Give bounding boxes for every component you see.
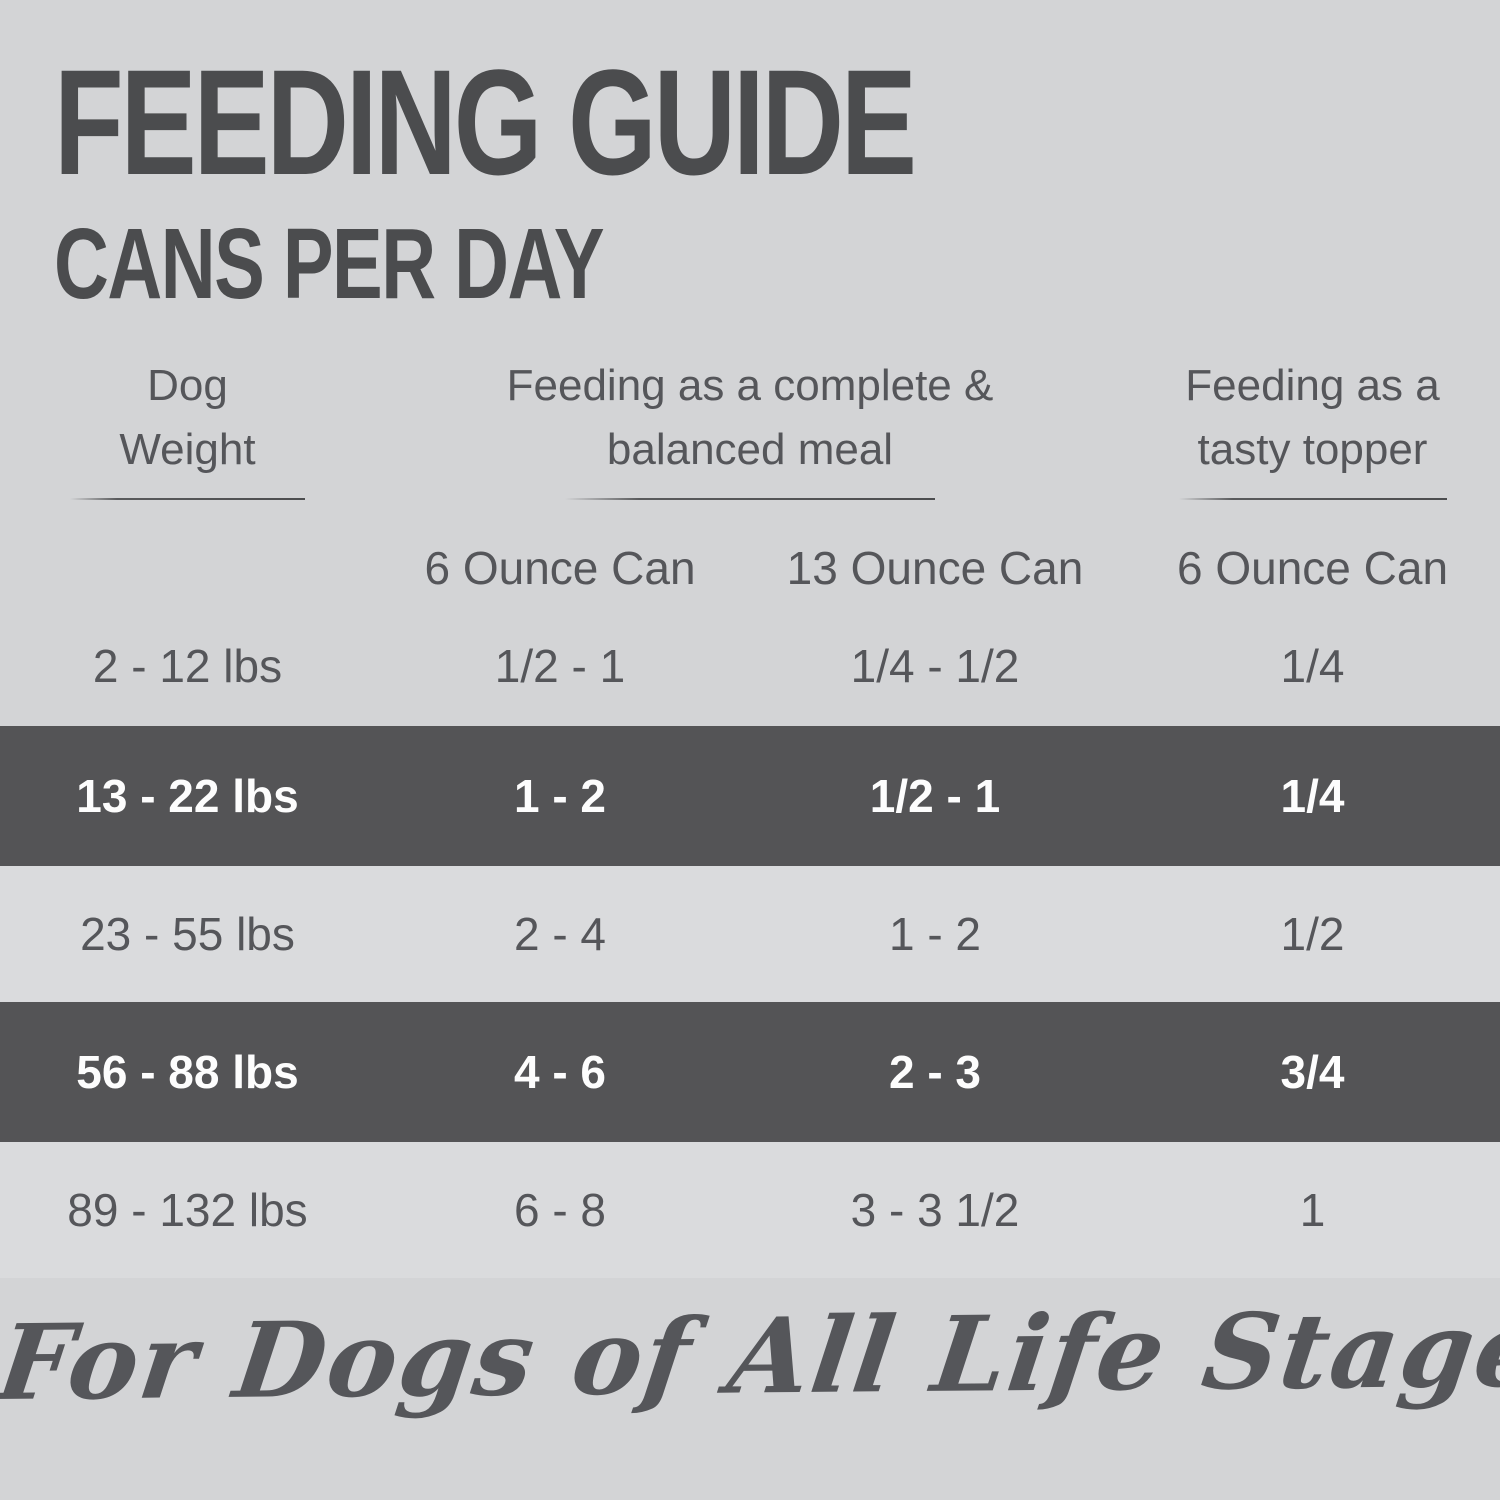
header-underline	[70, 498, 305, 500]
feeding-table: Dog Weight Feeding as a complete & balan…	[0, 342, 1500, 1278]
group-header-complete-meal: Feeding as a complete & balanced meal	[375, 342, 1125, 500]
cell-topper-6oz: 1/4	[1280, 640, 1345, 692]
group-header-label: Feeding as a tasty topper	[1125, 342, 1500, 482]
cell-topper-6oz: 3/4	[1280, 1046, 1345, 1098]
page-subtitle: CANS PER DAY	[54, 207, 605, 320]
group-header-line: Feeding as a complete &	[506, 361, 994, 410]
group-header-label: Feeding as a complete & balanced meal	[375, 342, 1125, 482]
table-subheader-row: 6 Ounce Can 13 Ounce Can 6 Ounce Can	[0, 544, 1500, 592]
cell-complete-13oz: 2 - 3	[888, 1046, 982, 1098]
group-header-line: Dog	[147, 361, 228, 410]
cell-complete-6oz: 4 - 6	[513, 1046, 607, 1098]
cell-dog-weight: 2 - 12 lbs	[92, 640, 283, 692]
cell-complete-6oz: 1/2 - 1	[494, 640, 626, 692]
table-row: 23 - 55 lbs 2 - 4 1 - 2 1/2	[0, 866, 1500, 1002]
header-underline	[1178, 498, 1447, 500]
group-header-dog-weight: Dog Weight	[0, 342, 375, 500]
cell-complete-13oz: 1/2 - 1	[869, 770, 1001, 822]
cell-complete-13oz: 3 - 3 1/2	[850, 1184, 1020, 1236]
table-group-header-row: Dog Weight Feeding as a complete & balan…	[0, 342, 1500, 500]
header-underline	[565, 498, 935, 500]
table-row: 2 - 12 lbs 1/2 - 1 1/4 - 1/2 1/4	[0, 606, 1500, 726]
tagline-script-text: For Dogs of All Life Stages	[0, 1287, 1500, 1424]
group-header-line: tasty topper	[1197, 425, 1428, 474]
cell-topper-6oz: 1/4	[1280, 770, 1345, 822]
table-row-highlighted: 56 - 88 lbs 4 - 6 2 - 3 3/4	[0, 1002, 1500, 1142]
cell-complete-13oz: 1 - 2	[888, 908, 982, 960]
group-header-line: Feeding as a	[1185, 361, 1440, 410]
cell-topper-6oz: 1/2	[1280, 908, 1345, 960]
cell-dog-weight: 23 - 55 lbs	[80, 908, 295, 960]
page-title: FEEDING GUIDE	[54, 38, 917, 206]
cell-dog-weight: 56 - 88 lbs	[76, 1046, 299, 1098]
table-row: 89 - 132 lbs 6 - 8 3 - 3 1/2 1	[0, 1142, 1500, 1278]
title-block: FEEDING GUIDE CANS PER DAY	[54, 38, 1185, 320]
table-body: 2 - 12 lbs 1/2 - 1 1/4 - 1/2 1/4 13 - 22…	[0, 606, 1500, 1278]
subheader-13oz-can: 13 Ounce Can	[786, 542, 1084, 594]
group-header-label: Dog Weight	[0, 342, 375, 482]
subheader-spacer	[0, 544, 375, 592]
group-header-line: Weight	[119, 425, 256, 474]
subheader-6oz-can: 6 Ounce Can	[424, 542, 696, 594]
cell-dog-weight: 13 - 22 lbs	[76, 770, 299, 822]
subheader-6oz-can-topper: 6 Ounce Can	[1176, 542, 1449, 594]
cell-dog-weight: 89 - 132 lbs	[67, 1184, 308, 1236]
group-header-line: balanced meal	[606, 425, 894, 474]
cell-complete-6oz: 6 - 8	[513, 1184, 607, 1236]
group-header-tasty-topper: Feeding as a tasty topper	[1125, 342, 1500, 500]
table-row-highlighted: 13 - 22 lbs 1 - 2 1/2 - 1 1/4	[0, 726, 1500, 866]
cell-complete-13oz: 1/4 - 1/2	[850, 640, 1020, 692]
cell-topper-6oz: 1	[1299, 1184, 1326, 1236]
cell-complete-6oz: 1 - 2	[513, 770, 607, 822]
footer: For Dogs of All Life Stages	[0, 1287, 1500, 1424]
cell-complete-6oz: 2 - 4	[513, 908, 607, 960]
